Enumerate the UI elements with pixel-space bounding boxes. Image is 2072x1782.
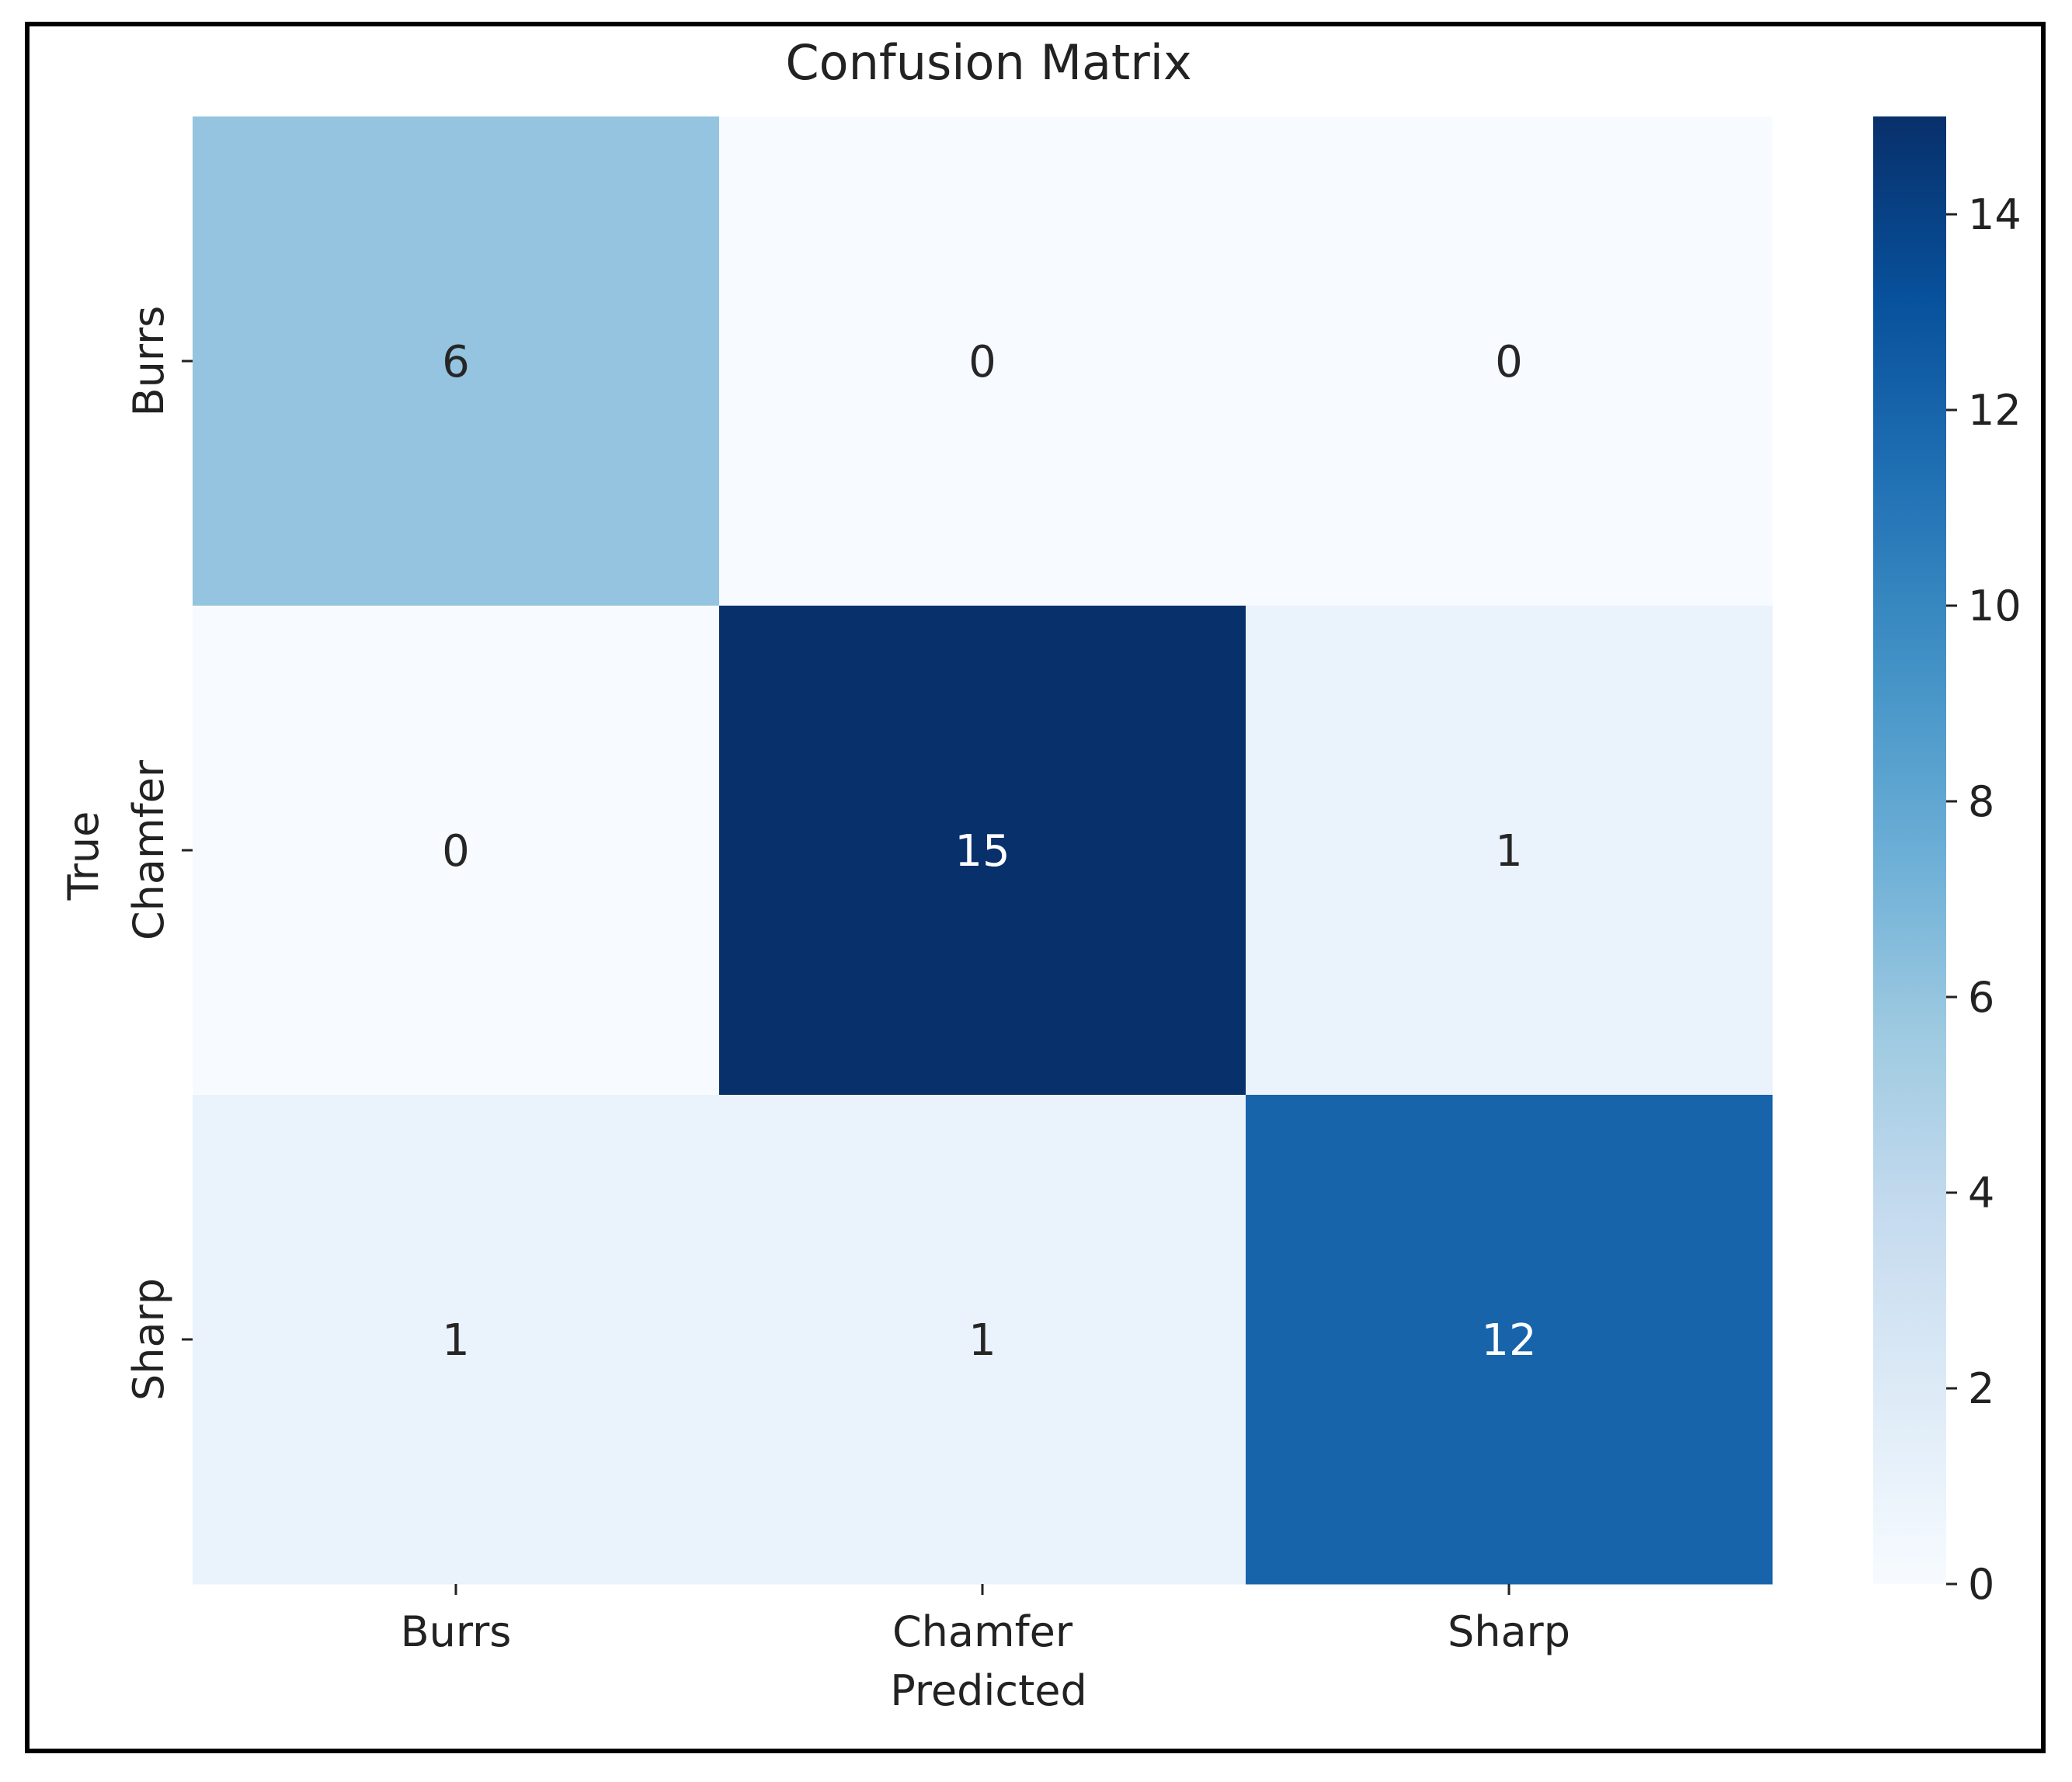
confusion-matrix-chart: Confusion Matrix 6 0 0 0 15 1 1 1 12 Burrs Chamfe… [59, 34, 2022, 1715]
heatmap-cell [719, 116, 1246, 606]
colorbar-tick-label: 14 [1968, 190, 2022, 239]
colorbar-tick-label: 12 [1968, 386, 2022, 435]
heatmap-cell [719, 606, 1246, 1096]
cell-value-label: 1 [968, 1315, 996, 1366]
colorbar-tick-label: 10 [1968, 582, 2022, 630]
cell-value-label: 0 [442, 826, 470, 877]
heatmap-cell [1246, 1095, 1773, 1585]
x-axis-label: Predicted [890, 1666, 1087, 1715]
heatmap-cell [193, 1095, 720, 1585]
colorbar-tick-label: 8 [1968, 777, 1994, 826]
cell-value-label: 1 [1495, 826, 1523, 877]
cell-value-label: 15 [954, 826, 1010, 877]
cell-value-label: 0 [1495, 337, 1523, 387]
colorbar-tick-label: 0 [1968, 1560, 1994, 1609]
x-tick-label: Sharp [1448, 1607, 1570, 1656]
x-tick-label: Burrs [401, 1607, 512, 1656]
cell-value-label: 0 [968, 337, 996, 387]
y-tick-label: Sharp [124, 1278, 173, 1401]
heatmap-cell [193, 606, 720, 1096]
cell-value-label: 6 [442, 337, 470, 387]
cell-value-label: 1 [442, 1315, 470, 1366]
figure-frame: Confusion Matrix 6 0 0 0 15 1 1 1 12 Burrs Chamfe… [25, 22, 2046, 1753]
colorbar-tick-label: 4 [1968, 1169, 1994, 1218]
heatmap-cell [719, 1095, 1246, 1585]
y-axis-label: True [59, 811, 108, 901]
colorbar-ticks: 0 2 4 6 8 10 12 14 [1946, 190, 2022, 1609]
colorbar [1873, 116, 1946, 1584]
heatmap-cells [193, 116, 1773, 1585]
y-tick-label: Chamfer [124, 759, 173, 940]
y-tick-label: Burrs [124, 306, 173, 417]
x-tick-label: Chamfer [892, 1607, 1073, 1656]
heatmap-cell [1246, 606, 1773, 1096]
y-axis-ticks: Burrs Chamfer Sharp [124, 306, 193, 1401]
heatmap-cell [1246, 116, 1773, 606]
colorbar-tick-label: 6 [1968, 973, 1994, 1022]
colorbar-tick-label: 2 [1968, 1364, 1994, 1413]
x-axis-ticks: Burrs Chamfer Sharp [401, 1584, 1570, 1656]
heatmap-cell-labels: 6 0 0 0 15 1 1 1 12 [442, 337, 1536, 1366]
heatmap-cell [193, 116, 720, 606]
cell-value-label: 12 [1481, 1315, 1536, 1366]
chart-title: Confusion Matrix [785, 34, 1191, 91]
